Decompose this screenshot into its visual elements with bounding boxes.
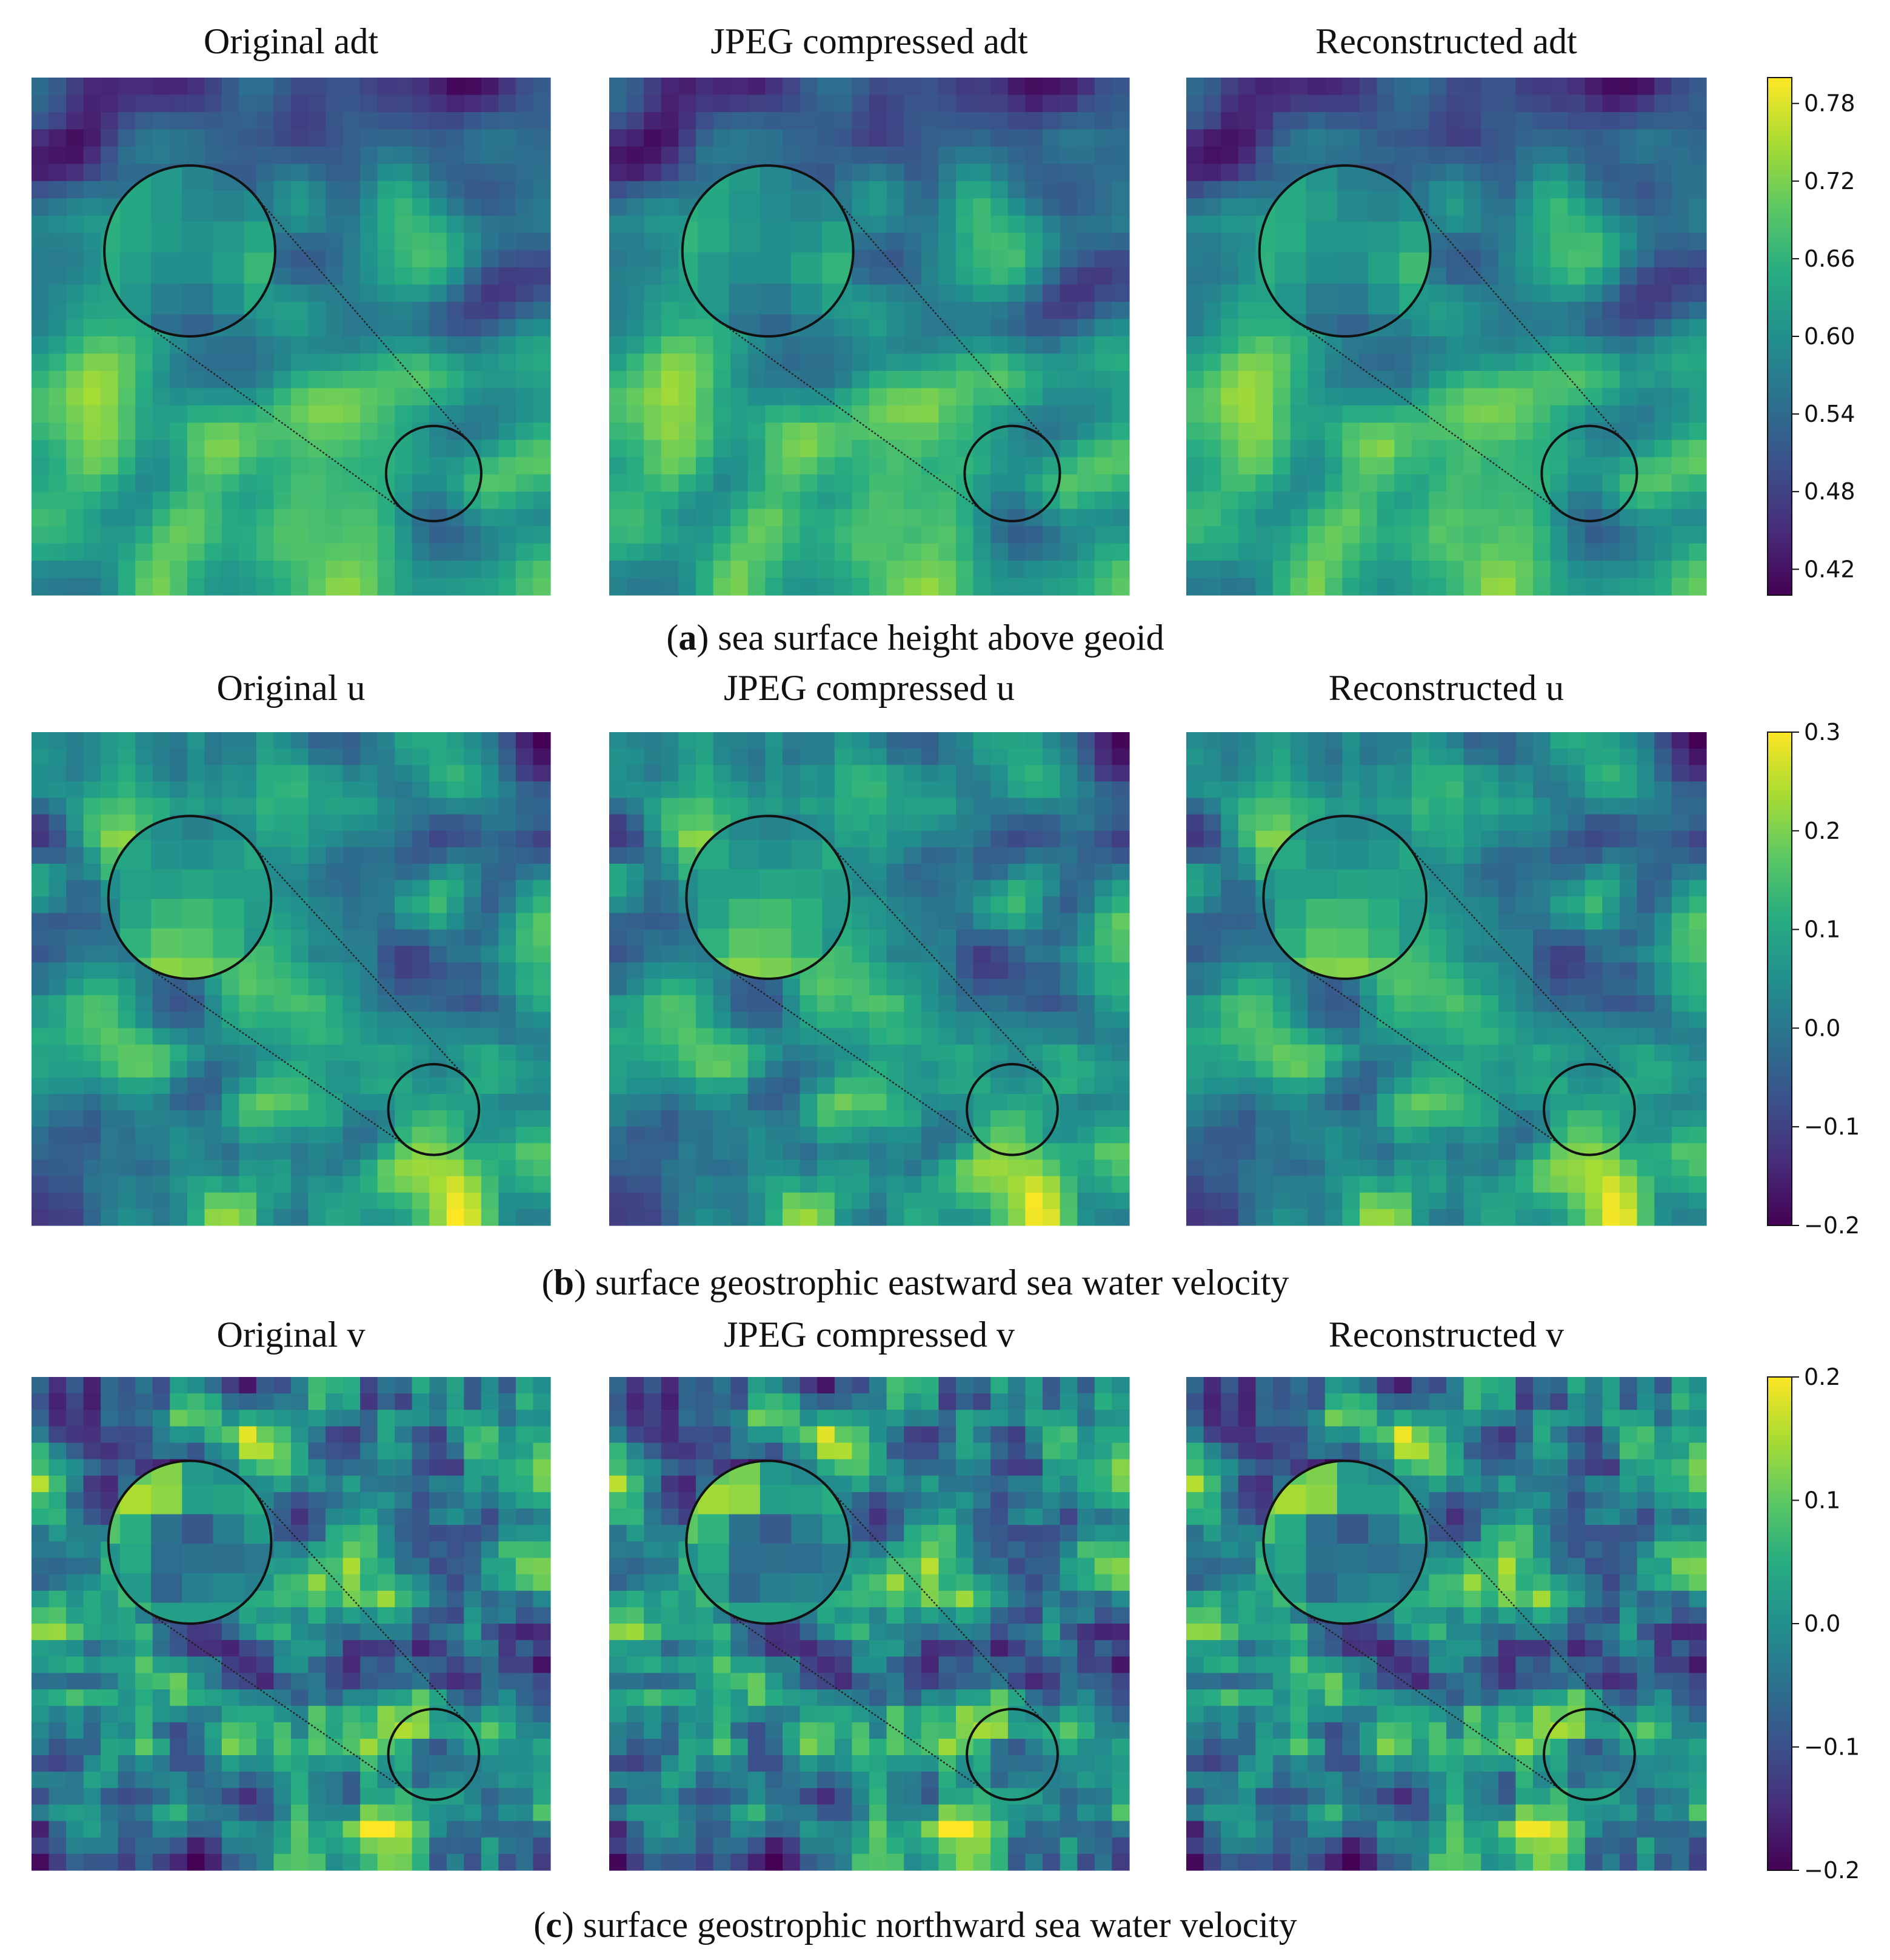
colorbar-tick-label-b-0: 0.3 [1804, 719, 1840, 745]
panel-title-c-3: Reconstructed v [1329, 1315, 1564, 1355]
panel-title-c-1: Original v [217, 1315, 366, 1355]
zoom-connector [1298, 1608, 1564, 1793]
heatmap-a-2 [609, 78, 1130, 596]
colorbar-tick-label-c-0: 0.2 [1804, 1364, 1840, 1390]
colorbar-a [1767, 77, 1792, 596]
colorbar-tick-label-a-6: 0.42 [1804, 556, 1855, 582]
caption-b: (b) surface geostrophic eastward sea wat… [542, 1262, 1289, 1302]
colorbar-tick-label-b-5: −0.2 [1804, 1212, 1860, 1239]
panel-title-a-3: Reconstructed adt [1315, 21, 1577, 61]
zoom-big-circle [1258, 164, 1432, 338]
zoom-small-circle [963, 424, 1061, 522]
colorbar-tick-label-a-5: 0.48 [1804, 478, 1855, 505]
zoom-big-circle [107, 815, 273, 980]
panel-title-b-2: JPEG compressed u [724, 668, 1015, 708]
zoom-connector [1298, 964, 1564, 1148]
zoom-big-circle [685, 815, 850, 980]
colorbar-tick-label-c-4: −0.2 [1804, 1857, 1860, 1884]
zoom-small-circle [1543, 1707, 1636, 1801]
zoom-big-circle [1262, 815, 1428, 980]
zoom-small-circle [384, 424, 483, 522]
zoom-small-circle [387, 1707, 481, 1801]
zoom-big-circle [681, 164, 855, 338]
heatmap-c-2 [609, 1377, 1130, 1871]
zoom-connector [1404, 841, 1623, 1079]
panel-title-b-3: Reconstructed u [1329, 668, 1564, 708]
colorbar-tick-label-a-2: 0.66 [1804, 245, 1855, 272]
colorbar-tick-label-a-1: 0.72 [1804, 168, 1855, 195]
colorbar-tick-label-c-1: 0.1 [1804, 1487, 1840, 1514]
colorbar-tick-label-b-2: 0.1 [1804, 916, 1840, 943]
zoom-connector [721, 964, 987, 1148]
colorbar-tick-label-c-2: 0.0 [1804, 1610, 1840, 1637]
caption-c: (c) surface geostrophic northward sea wa… [533, 1905, 1297, 1945]
panel-title-a-1: Original adt [204, 21, 379, 61]
colorbar-tick-label-b-4: −0.1 [1804, 1113, 1860, 1140]
panel-title-b-1: Original u [217, 668, 366, 708]
zoom-connector [143, 1608, 409, 1793]
zoom-small-circle [1540, 424, 1638, 522]
zoom-connector [827, 841, 1046, 1079]
zoom-connector [1408, 194, 1626, 443]
zoom-small-circle [387, 1062, 481, 1156]
colorbar-tick-label-a-0: 0.78 [1804, 90, 1855, 117]
zoom-big-circle [103, 164, 276, 338]
zoom-connector [827, 1486, 1046, 1724]
heatmap-b-3 [1186, 732, 1707, 1226]
zoom-big-circle [107, 1459, 273, 1625]
colorbar-tick-label-c-3: −0.1 [1804, 1734, 1860, 1761]
colorbar-c [1767, 1376, 1792, 1871]
colorbar-tick-label-b-3: 0.0 [1804, 1015, 1840, 1041]
zoom-connector [249, 841, 468, 1079]
heatmap-c-1 [32, 1377, 551, 1871]
zoom-connector [143, 964, 409, 1148]
zoom-big-circle [1262, 1459, 1428, 1625]
heatmap-a-1 [32, 78, 551, 596]
zoom-small-circle [966, 1062, 1059, 1156]
zoom-connector [717, 319, 985, 513]
colorbar-tick-label-a-4: 0.54 [1804, 401, 1855, 427]
caption-a: (a) sea surface height above geoid [666, 618, 1164, 658]
zoom-connector [1294, 319, 1562, 513]
zoom-connector [253, 194, 470, 443]
colorbar-tick-label-a-3: 0.60 [1804, 323, 1855, 350]
colorbar-tick-label-b-1: 0.2 [1804, 818, 1840, 844]
zoom-connector [249, 1486, 468, 1724]
zoom-big-circle [685, 1459, 850, 1625]
heatmap-b-1 [32, 732, 551, 1226]
panel-title-c-2: JPEG compressed v [724, 1315, 1015, 1355]
heatmap-a-3 [1186, 78, 1707, 596]
heatmap-c-3 [1186, 1377, 1707, 1871]
zoom-small-circle [966, 1707, 1059, 1801]
zoom-connector [721, 1608, 987, 1793]
zoom-connector [139, 319, 407, 513]
colorbar-b [1767, 732, 1792, 1226]
zoom-connector [1404, 1486, 1623, 1724]
zoom-small-circle [1543, 1062, 1636, 1156]
panel-title-a-2: JPEG compressed adt [710, 21, 1028, 61]
zoom-connector [831, 194, 1049, 443]
heatmap-b-2 [609, 732, 1130, 1226]
